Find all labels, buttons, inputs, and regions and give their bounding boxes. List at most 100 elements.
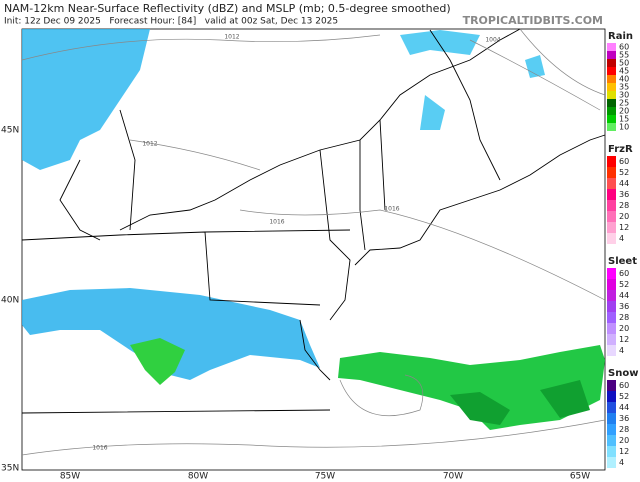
legend-label: 36 xyxy=(619,190,629,199)
legend-label: 28 xyxy=(619,425,629,434)
legend-swatch xyxy=(607,59,616,67)
legend-label: 25 xyxy=(619,99,629,108)
latitude-label: 35N xyxy=(1,464,19,474)
legend-label: 12 xyxy=(619,335,629,344)
legend-swatch xyxy=(607,233,616,244)
legend-label: 55 xyxy=(619,51,629,60)
isobar-label: 1012 xyxy=(224,34,239,41)
legend-label: 20 xyxy=(619,324,629,333)
isobar-labels: 1012 1004 1012 1016 1016 1016 xyxy=(92,34,500,452)
legend-swatch xyxy=(607,402,616,413)
legend-label: 45 xyxy=(619,67,629,76)
legend-swatch xyxy=(607,99,616,107)
legend-label: 30 xyxy=(619,91,629,100)
legend-title: Snow xyxy=(608,368,638,379)
legend-label: 4 xyxy=(619,346,624,355)
legend-swatch xyxy=(607,75,616,83)
legend-title: Rain xyxy=(608,31,633,42)
title: NAM-12km Near-Surface Reflectivity (dBZ)… xyxy=(4,2,451,15)
legend-swatch xyxy=(607,123,616,131)
isobar-label: 1012 xyxy=(142,141,157,148)
legend-swatch xyxy=(607,67,616,75)
legend-swatch xyxy=(607,345,616,356)
legend-label: 20 xyxy=(619,212,629,221)
legend-swatch xyxy=(607,334,616,345)
map: 1012 1004 1012 1016 1016 1016 xyxy=(21,28,606,471)
legend-swatch xyxy=(607,189,616,200)
legend-label: 40 xyxy=(619,75,629,84)
longitude-label: 70W xyxy=(443,472,463,482)
legend-label: 60 xyxy=(619,381,629,390)
legend-label: 4 xyxy=(619,458,624,467)
legend: Snow 60 52 44 36 28 20 12 4 xyxy=(607,368,638,468)
legend-title: Sleet xyxy=(608,256,637,267)
legend-swatch xyxy=(607,51,616,59)
isobar-label: 1004 xyxy=(485,37,500,44)
legend-label: 60 xyxy=(619,269,629,278)
legend-swatch xyxy=(607,43,616,51)
legend-label: 44 xyxy=(619,291,629,300)
legend-label: 12 xyxy=(619,447,629,456)
longitude-label: 75W xyxy=(315,472,335,482)
legend-swatch xyxy=(607,178,616,189)
legend-label: 52 xyxy=(619,280,629,289)
legend-label: 4 xyxy=(619,234,624,243)
legend-swatch xyxy=(607,457,616,468)
legend-label: 36 xyxy=(619,302,629,311)
legend-swatch xyxy=(607,380,616,391)
legends: Rain6055504540353025201510FrzR6052443628… xyxy=(607,31,638,468)
legend-label: 44 xyxy=(619,403,629,412)
legend-label: 44 xyxy=(619,179,629,188)
legend-swatch xyxy=(607,91,616,99)
legend-swatch xyxy=(607,301,616,312)
legend-swatch xyxy=(607,115,616,123)
legend-title: FrzR xyxy=(608,144,633,155)
legend-swatch xyxy=(607,446,616,457)
legend-label: 20 xyxy=(619,436,629,445)
legend-label: 35 xyxy=(619,83,629,92)
legend-swatch xyxy=(607,167,616,178)
legend-swatch xyxy=(607,211,616,222)
legend-swatch xyxy=(607,200,616,211)
longitude-label: 80W xyxy=(188,472,208,482)
legend-swatch xyxy=(607,83,616,91)
legend-label: 60 xyxy=(619,43,629,52)
latitude-label: 40N xyxy=(1,296,19,306)
legend-swatch xyxy=(607,435,616,446)
legend-label: 15 xyxy=(619,115,629,124)
legend-swatch xyxy=(607,290,616,301)
legend: Sleet 60 52 44 36 28 20 12 4 xyxy=(607,256,637,356)
legend-swatch xyxy=(607,413,616,424)
legend: FrzR 60 52 44 36 28 20 12 4 xyxy=(607,144,633,244)
legend-label: 52 xyxy=(619,392,629,401)
legend-swatch xyxy=(607,107,616,115)
longitude-label: 65W xyxy=(570,472,590,482)
legend-label: 50 xyxy=(619,59,629,68)
legend-label: 60 xyxy=(619,157,629,166)
legend-label: 28 xyxy=(619,201,629,210)
site-name: TROPICALTIDBITS.COM xyxy=(463,14,603,27)
legend-label: 12 xyxy=(619,223,629,232)
legend-label: 20 xyxy=(619,107,629,116)
axis-labels: 45N 40N 35N 85W 80W 75W 70W 65W xyxy=(1,126,590,482)
legend-swatch xyxy=(607,156,616,167)
legend-label: 28 xyxy=(619,313,629,322)
legend-swatch xyxy=(607,268,616,279)
legend-swatch xyxy=(607,312,616,323)
latitude-label: 45N xyxy=(1,126,19,136)
legend-swatch xyxy=(607,279,616,290)
legend-label: 52 xyxy=(619,168,629,177)
isobar-label: 1016 xyxy=(92,445,107,452)
isobar-label: 1016 xyxy=(269,219,284,226)
legend-swatch xyxy=(607,424,616,435)
legend-label: 10 xyxy=(619,123,629,132)
legend-swatch xyxy=(607,323,616,334)
longitude-label: 85W xyxy=(60,472,80,482)
legend-label: 36 xyxy=(619,414,629,423)
legend-swatch xyxy=(607,391,616,402)
isobar-label: 1016 xyxy=(384,206,399,213)
subtitle: Init: 12z Dec 09 2025 Forecast Hour: [84… xyxy=(4,17,338,27)
